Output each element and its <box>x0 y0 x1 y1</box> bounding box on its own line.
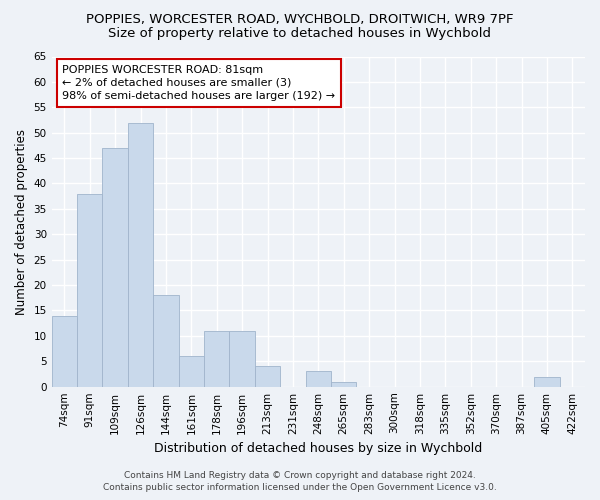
Bar <box>229 331 255 386</box>
X-axis label: Distribution of detached houses by size in Wychbold: Distribution of detached houses by size … <box>154 442 482 455</box>
Text: POPPIES, WORCESTER ROAD, WYCHBOLD, DROITWICH, WR9 7PF: POPPIES, WORCESTER ROAD, WYCHBOLD, DROIT… <box>86 12 514 26</box>
Bar <box>52 316 77 386</box>
Bar <box>103 148 128 386</box>
Text: Size of property relative to detached houses in Wychbold: Size of property relative to detached ho… <box>109 28 491 40</box>
Bar <box>331 382 356 386</box>
Y-axis label: Number of detached properties: Number of detached properties <box>15 128 28 314</box>
Bar <box>534 376 560 386</box>
Text: POPPIES WORCESTER ROAD: 81sqm
← 2% of detached houses are smaller (3)
98% of sem: POPPIES WORCESTER ROAD: 81sqm ← 2% of de… <box>62 65 335 101</box>
Bar <box>153 295 179 386</box>
Bar <box>77 194 103 386</box>
Bar <box>204 331 229 386</box>
Text: Contains HM Land Registry data © Crown copyright and database right 2024.
Contai: Contains HM Land Registry data © Crown c… <box>103 471 497 492</box>
Bar <box>255 366 280 386</box>
Bar <box>305 372 331 386</box>
Bar <box>179 356 204 386</box>
Bar <box>128 122 153 386</box>
